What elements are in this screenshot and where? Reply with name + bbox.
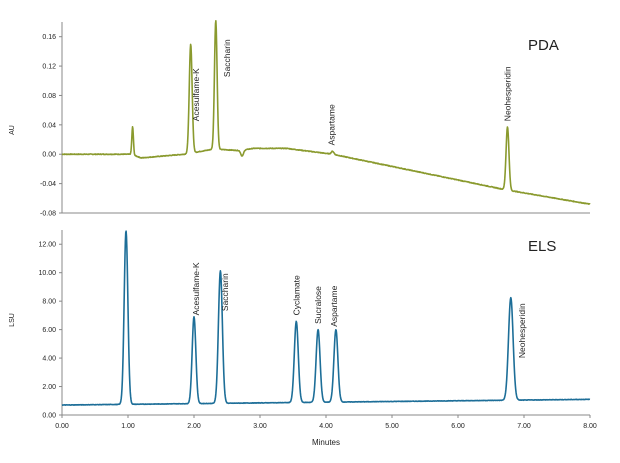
els-panel: ELS LSU 0.00 2.00 4.00 6.00 8.00 10.00 12.00 0… — [9, 230, 597, 447]
peak-label: Saccharin — [222, 39, 232, 77]
x-axis-label: Minutes — [312, 438, 340, 447]
y-tick-label: 0.08 — [42, 93, 56, 100]
x-tick-label: 7.00 — [517, 423, 531, 430]
y-tick-label: 2.00 — [42, 384, 56, 391]
peak-label: Aspartame — [326, 104, 336, 145]
y-tick-label: -0.04 — [40, 181, 56, 188]
peak-label: Neohesperidin — [517, 303, 527, 358]
pda-title: PDA — [528, 37, 559, 54]
pda-y-ticks: -0.08 -0.04 0.00 0.04 0.08 0.12 0.16 — [40, 34, 62, 218]
y-tick-label: 10.00 — [38, 270, 56, 277]
y-tick-label: 12.00 — [38, 242, 56, 249]
y-tick-label: 0.00 — [42, 413, 56, 420]
y-tick-label: 6.00 — [42, 327, 56, 334]
peak-label: Aspartame — [329, 285, 339, 326]
els-peak-labels: Acesulfame-K Saccharin Cyclamate Sucralose A… — [191, 262, 527, 358]
peak-label: Cyclamate — [291, 275, 301, 315]
x-tick-label: 0.00 — [55, 423, 69, 430]
pda-series-line — [61, 20, 591, 206]
peak-label: Saccharin — [220, 273, 230, 311]
els-title: ELS — [528, 238, 556, 255]
peak-label: Sucralose — [313, 286, 323, 324]
x-tick-label: 2.00 — [187, 423, 201, 430]
pda-panel: PDA AU -0.08 -0.04 0.00 0.04 0.08 0.12 0.16 Ac… — [9, 20, 591, 218]
pda-y-axis-label: AU — [9, 125, 16, 135]
els-x-ticks: 0.00 1.00 2.00 3.00 4.00 5.00 6.00 7.00 8.00 — [55, 415, 597, 430]
x-tick-label: 1.00 — [121, 423, 135, 430]
y-tick-label: 0.16 — [42, 34, 56, 41]
x-tick-label: 4.00 — [319, 423, 333, 430]
y-tick-label: 0.04 — [42, 122, 56, 129]
x-tick-label: 3.00 — [253, 423, 267, 430]
peak-label: Acesulfame-K — [191, 68, 201, 121]
els-y-axis-label: LSU — [9, 313, 16, 327]
els-series-line — [61, 230, 591, 407]
peak-label: Acesulfame-K — [191, 262, 201, 315]
x-tick-label: 6.00 — [451, 423, 465, 430]
els-y-ticks: 0.00 2.00 4.00 6.00 8.00 10.00 12.00 — [38, 242, 62, 420]
y-tick-label: -0.08 — [40, 211, 56, 218]
y-tick-label: 0.12 — [42, 64, 56, 71]
x-tick-label: 5.00 — [385, 423, 399, 430]
y-tick-label: 8.00 — [42, 299, 56, 306]
x-tick-label: 8.00 — [583, 423, 597, 430]
y-tick-label: 0.00 — [42, 152, 56, 159]
peak-label: Neohesperidin — [503, 66, 513, 121]
y-tick-label: 4.00 — [42, 356, 56, 363]
pda-peak-labels: Acesulfame-K Saccharin Aspartame Neohesperi… — [191, 39, 513, 145]
